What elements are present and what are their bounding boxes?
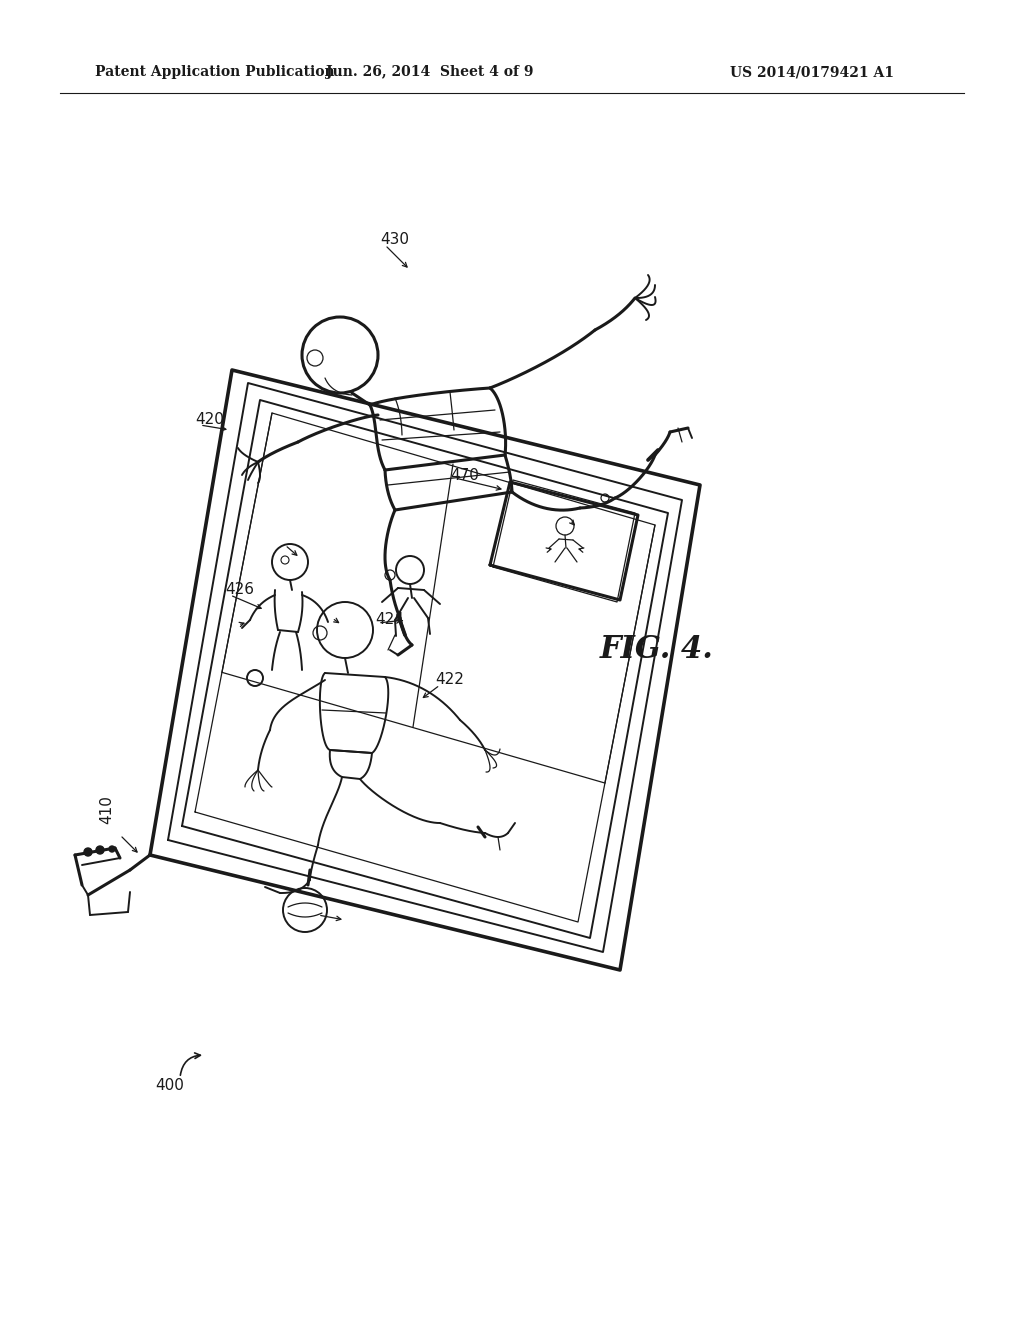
Text: FIG. 4.: FIG. 4. <box>600 635 714 665</box>
Text: US 2014/0179421 A1: US 2014/0179421 A1 <box>730 65 894 79</box>
Text: Jun. 26, 2014  Sheet 4 of 9: Jun. 26, 2014 Sheet 4 of 9 <box>327 65 534 79</box>
Text: 470: 470 <box>450 467 479 483</box>
Text: 410: 410 <box>99 796 115 825</box>
Text: 424: 424 <box>375 612 403 627</box>
Text: Patent Application Publication: Patent Application Publication <box>95 65 335 79</box>
Circle shape <box>109 846 115 851</box>
Text: 422: 422 <box>435 672 464 688</box>
Circle shape <box>84 847 92 855</box>
Circle shape <box>96 846 104 854</box>
Text: 420: 420 <box>195 412 224 428</box>
Text: 426: 426 <box>225 582 254 598</box>
Text: 430: 430 <box>380 232 409 248</box>
Text: 400: 400 <box>155 1077 184 1093</box>
